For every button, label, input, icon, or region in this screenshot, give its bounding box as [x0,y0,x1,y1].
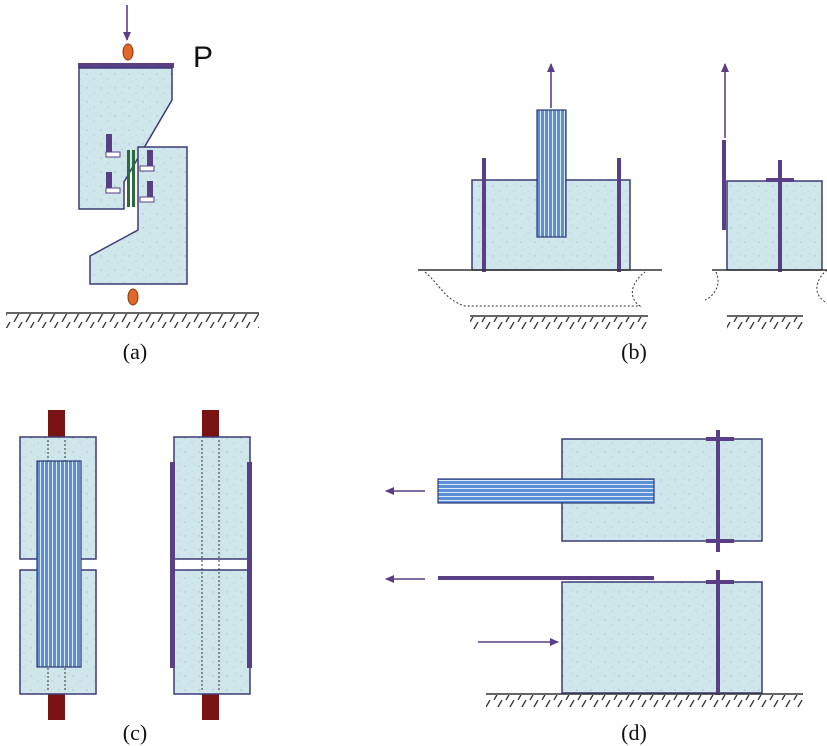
rod-washer [706,539,734,543]
panel-c: (c) [19,410,252,745]
frp-sheet-edge [170,462,175,668]
ground-hatch [486,695,803,707]
panel-b-label: (b) [621,339,647,364]
clamp-bolts [105,134,155,203]
anchor-bar [48,410,65,440]
top-pin [122,43,134,61]
panel-a-label: (a) [123,339,147,364]
rod-washer [766,178,794,182]
rod-washer [706,437,734,441]
upper-concrete-block [78,67,173,210]
upper-concrete-block [173,436,251,560]
frp-sheet-edge [722,140,726,230]
loading-plate [78,63,174,68]
ground-hatch [470,317,648,329]
frp-sheet-edge [438,576,654,580]
concrete-block [561,581,763,694]
anchor-bar [48,692,65,720]
bottom-pin [127,288,139,306]
lower-concrete-block [89,146,188,285]
load-label: P [193,41,213,74]
rod-washer [706,580,734,584]
anchor-bar [202,692,219,720]
panel-b: (b) [418,63,827,364]
frp-strip [127,150,130,207]
panel-a: P (a) [6,5,259,364]
support-outline [704,269,827,304]
support-outline [424,271,646,307]
frp-sheet-edge [247,462,252,668]
panel-d-label: (d) [621,720,647,745]
lower-concrete-block [173,569,251,695]
concrete-block [561,438,763,542]
frp-sheet [36,460,82,668]
frp-strip [132,150,135,207]
concrete-block [726,180,823,271]
frp-sheet [437,478,655,504]
anchor-bar [202,410,219,440]
ground-hatch [6,314,259,328]
panel-c-label: (c) [123,720,147,745]
ground-hatch [727,317,803,329]
panel-d: (d) [385,430,803,745]
frp-sheet [536,109,567,238]
